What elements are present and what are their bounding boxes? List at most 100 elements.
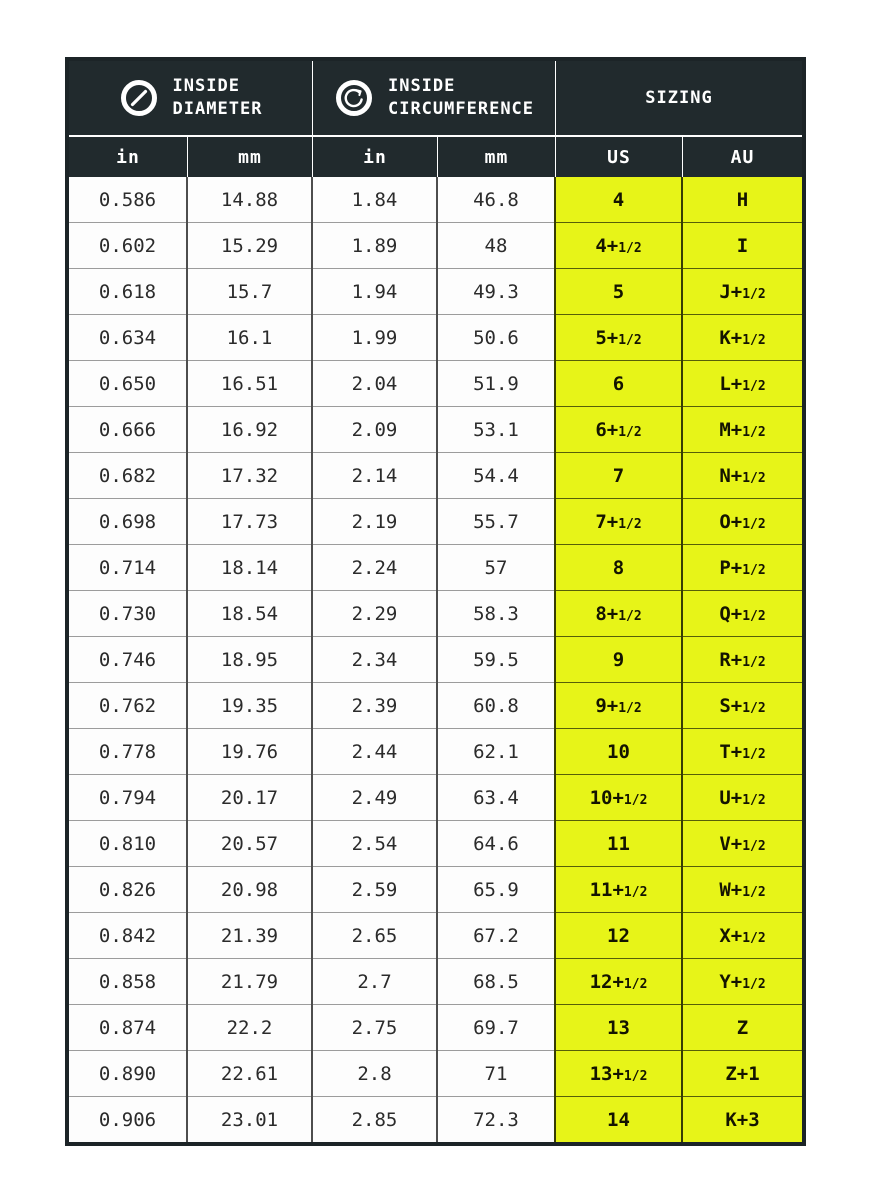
header-label-line: DIAMETER (172, 99, 263, 119)
cell-size-us: 6 (554, 360, 682, 407)
fraction-half: 1/2 (742, 700, 766, 716)
cell-size-us: 9+1/2 (554, 682, 682, 729)
table-row: 0.890 22.61 2.8 71 13+1/2 Z+1 (69, 1050, 802, 1097)
fraction-half: 1/2 (618, 332, 642, 348)
cell-diameter-mm: 19.76 (186, 728, 312, 775)
cell-diameter-in: 0.762 (69, 682, 187, 729)
cell-size-us: 8+1/2 (554, 590, 682, 637)
fraction-half: 1/2 (623, 884, 648, 900)
cell-diameter-in: 0.810 (69, 820, 187, 867)
cell-diameter-in: 0.682 (69, 452, 187, 499)
unit-cell-circumference-in: in (312, 137, 437, 177)
cell-circumference-in: 2.75 (311, 1004, 437, 1051)
unit-cell-size-us: US (555, 137, 682, 177)
header-label-line: INSIDE (387, 76, 456, 97)
fraction-half: 1/2 (618, 516, 642, 532)
header-group-inside-diameter: INSIDE DIAMETER (69, 61, 312, 135)
cell-diameter-mm: 18.14 (186, 544, 312, 591)
cell-size-au: R+1/2 (681, 636, 802, 683)
cell-diameter-in: 0.602 (69, 222, 187, 269)
cell-circumference-in: 2.09 (311, 406, 437, 453)
fraction-half: 1/2 (618, 700, 642, 716)
fraction-half: 1/2 (742, 286, 766, 302)
cell-circumference-in: 2.54 (311, 820, 437, 867)
fraction-half: 1/2 (742, 746, 766, 762)
cell-diameter-mm: 20.57 (186, 820, 312, 867)
cell-diameter-mm: 16.1 (186, 314, 312, 361)
cell-size-us: 6+1/2 (554, 406, 682, 453)
fraction-half: 1/2 (742, 424, 766, 440)
cell-circumference-in: 2.39 (311, 682, 437, 729)
fraction-half: 1/2 (742, 884, 766, 900)
cell-diameter-in: 0.714 (69, 544, 187, 591)
cell-circumference-in: 2.44 (311, 728, 437, 775)
table-row: 0.906 23.01 2.85 72.3 14 K+3 (69, 1096, 802, 1142)
cell-circumference-mm: 63.4 (436, 774, 555, 821)
cell-diameter-in: 0.874 (69, 1004, 187, 1051)
cell-circumference-in: 2.7 (311, 958, 437, 1005)
cell-diameter-mm: 17.32 (186, 452, 312, 499)
table-row: 0.618 15.7 1.94 49.3 5 J+1/2 (69, 268, 802, 315)
fraction-half: 1/2 (742, 792, 766, 808)
fraction-half: 1/2 (742, 516, 766, 532)
unit-cell-diameter-mm: mm (187, 137, 312, 177)
table-row: 0.682 17.32 2.14 54.4 7 N+1/2 (69, 452, 802, 499)
cell-circumference-mm: 51.9 (436, 360, 555, 407)
cell-size-au: T+1/2 (681, 728, 802, 775)
cell-size-au: L+1/2 (681, 360, 802, 407)
cell-size-us: 12 (554, 912, 682, 959)
cell-diameter-in: 0.586 (69, 177, 187, 223)
cell-circumference-in: 1.94 (311, 268, 437, 315)
cell-circumference-in: 1.89 (311, 222, 437, 269)
cell-circumference-in: 1.99 (311, 314, 437, 361)
cell-diameter-mm: 15.7 (186, 268, 312, 315)
cell-circumference-in: 2.24 (311, 544, 437, 591)
cell-circumference-mm: 46.8 (436, 177, 555, 223)
cell-diameter-mm: 22.2 (186, 1004, 312, 1051)
cell-circumference-in: 2.14 (311, 452, 437, 499)
table-row: 0.714 18.14 2.24 57 8 P+1/2 (69, 544, 802, 591)
cell-circumference-in: 2.85 (311, 1096, 437, 1142)
cell-circumference-in: 2.04 (311, 360, 437, 407)
cell-size-au: P+1/2 (681, 544, 802, 591)
unit-cell-size-au: AU (682, 137, 802, 177)
cell-size-us: 13+1/2 (554, 1050, 682, 1097)
units-row: in mm in mm US AU (69, 135, 802, 177)
cell-size-us: 11+1/2 (554, 866, 682, 913)
cell-diameter-in: 0.730 (69, 590, 187, 637)
fraction-half: 1/2 (623, 1068, 648, 1084)
cell-size-us: 13 (554, 1004, 682, 1051)
cell-size-au: Z (681, 1004, 802, 1051)
size-table: 0.586 14.88 1.84 46.8 4 H 0.602 15.29 1.89 48 4+1/… (69, 177, 802, 1142)
header-groups-row: INSIDE DIAMETER INSIDE CIRCUMFERENCE SIZ… (69, 61, 802, 135)
fraction-half: 1/2 (742, 470, 766, 486)
header-group-label: SIZING (645, 87, 713, 108)
cell-circumference-mm: 59.5 (436, 636, 555, 683)
fraction-half: 1/2 (742, 838, 766, 854)
cell-size-au: J+1/2 (681, 268, 802, 315)
cell-diameter-in: 0.746 (69, 636, 187, 683)
table-body: 0.586 14.88 1.84 46.8 4 H 0.602 15.29 1.89 48 4+1/… (69, 177, 802, 1142)
cell-diameter-in: 0.618 (69, 268, 187, 315)
cell-size-us: 4+1/2 (554, 222, 682, 269)
cell-circumference-in: 2.29 (311, 590, 437, 637)
cell-diameter-in: 0.890 (69, 1050, 187, 1097)
ring-size-chart: INSIDE DIAMETER INSIDE CIRCUMFERENCE SIZ… (65, 57, 806, 1146)
circumference-icon (335, 80, 372, 116)
cell-circumference-mm: 48 (436, 222, 555, 269)
cell-circumference-mm: 65.9 (436, 866, 555, 913)
table-row: 0.746 18.95 2.34 59.5 9 R+1/2 (69, 636, 802, 683)
fraction-half: 1/2 (618, 424, 642, 440)
cell-diameter-in: 0.858 (69, 958, 187, 1005)
cell-diameter-mm: 18.95 (186, 636, 312, 683)
cell-size-au: Y+1/2 (681, 958, 802, 1005)
header-label-line: CIRCUMFERENCE (387, 99, 535, 119)
fraction-half: 1/2 (742, 608, 766, 624)
cell-diameter-mm: 16.51 (186, 360, 312, 407)
cell-circumference-mm: 49.3 (436, 268, 555, 315)
cell-size-us: 9 (554, 636, 682, 683)
table-row: 0.874 22.2 2.75 69.7 13 Z (69, 1004, 802, 1051)
cell-circumference-mm: 53.1 (436, 406, 555, 453)
fraction-half: 1/2 (742, 930, 766, 946)
table-header: INSIDE DIAMETER INSIDE CIRCUMFERENCE SIZ… (69, 61, 802, 177)
